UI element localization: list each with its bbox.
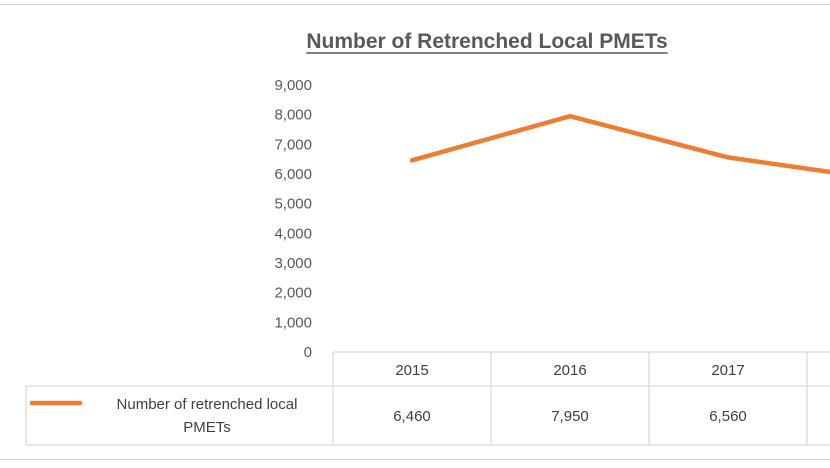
data-table [25, 351, 830, 446]
x-category-label: 2015 [395, 362, 428, 379]
data-table-value: 6,560 [709, 408, 747, 425]
data-table-value: 6,460 [393, 408, 431, 425]
y-axis: 0 1,000 2,000 3,000 4,000 5,000 6,000 7,000 8,00… [274, 77, 312, 361]
y-tick-label: 5,000 [274, 196, 312, 213]
y-tick-label: 9,000 [274, 77, 312, 94]
legend-label-line2: PMETs [183, 419, 231, 436]
x-category-label: 2017 [711, 362, 744, 379]
legend-label-line1: Number of retrenched local [117, 396, 298, 413]
legend: Number of retrenched local PMETs [29, 396, 298, 436]
y-tick-label: 0 [304, 344, 312, 361]
y-tick-label: 2,000 [274, 285, 312, 302]
x-category-label: 2016 [553, 362, 586, 379]
chart-frame [0, 4, 830, 460]
category-labels: 2015 2016 2017 [395, 362, 744, 379]
y-tick-label: 8,000 [274, 107, 312, 124]
y-tick-label: 1,000 [274, 314, 312, 331]
y-tick-label: 7,000 [274, 136, 312, 153]
y-tick-label: 4,000 [274, 225, 312, 242]
data-table-value: 7,950 [551, 408, 589, 425]
data-table-values: 6,460 7,950 6,560 [393, 408, 747, 425]
series-line [409, 113, 830, 175]
chart-title: Number of Retrenched Local PMETs [306, 30, 667, 53]
y-tick-label: 3,000 [274, 255, 312, 272]
y-tick-label: 6,000 [274, 166, 312, 183]
